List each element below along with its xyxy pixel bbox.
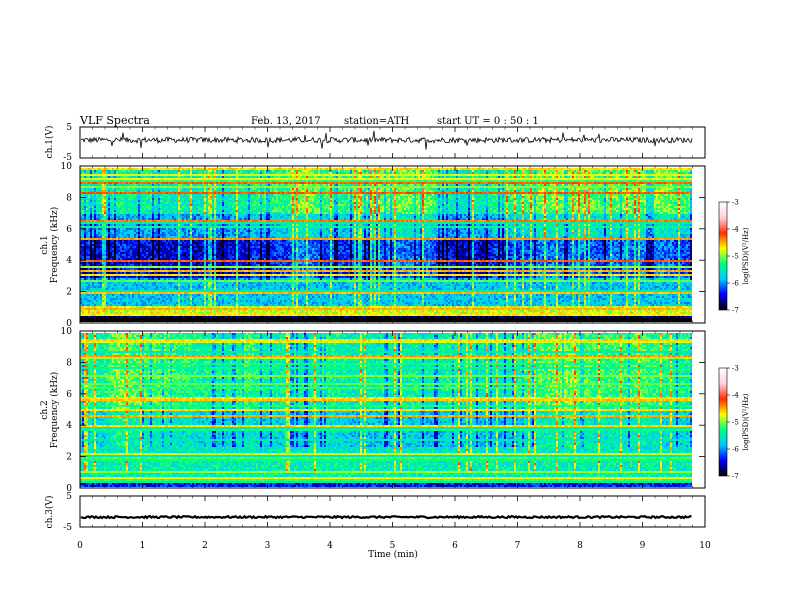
ch1-colorbar	[719, 202, 727, 310]
x-tick-label: 3	[265, 541, 271, 551]
ch1-ytick-bottom: -5	[63, 153, 72, 163]
ch1-colorbar-ticks: -3 -4 -5 -6 -7	[727, 199, 739, 315]
x-tick-label: 0	[77, 541, 83, 551]
x-tick-label: 5	[390, 541, 396, 551]
colorbar-tick-label: -4	[732, 392, 739, 400]
x-tick-label: 9	[640, 541, 646, 551]
figure-start-time: start UT = 0 : 50 : 1	[437, 116, 539, 127]
frequency-tick-label: 8	[66, 193, 72, 203]
colorbar-tick-label: -6	[732, 280, 739, 288]
x-tick-label: 8	[577, 541, 583, 551]
time-axis-label: Time (min)	[368, 549, 418, 560]
ch2-frequency-label: Frequency (kHz)	[49, 372, 60, 449]
ch3-ytick-bottom: -5	[63, 523, 72, 533]
ch2-spectrogram-yticks: 0 2 4 6 8 10	[61, 327, 705, 494]
x-tick-label: 2	[202, 541, 208, 551]
x-tick-label: 4	[327, 541, 333, 551]
ch1-spectrogram-frame	[79, 165, 706, 324]
ch3-ytick-top: 5	[66, 492, 72, 502]
ch2-colorbar-label: log(PSD)(V²/Hz)	[742, 393, 750, 450]
frequency-tick-label: 10	[61, 162, 73, 172]
frequency-tick-label: 2	[66, 288, 72, 298]
colorbar-tick-label: -3	[732, 199, 739, 207]
x-tick-label: 7	[515, 541, 521, 551]
frequency-tick-label: 0	[66, 484, 72, 494]
ch3-waveform-line	[80, 514, 692, 520]
ch1-spectrogram	[80, 168, 692, 322]
frequency-tick-label: 2	[66, 453, 72, 463]
ch2-colorbar	[719, 368, 727, 476]
ch3-waveform-ylabel: ch.3(V)	[44, 496, 55, 529]
colorbar-tick-label: -4	[732, 226, 739, 234]
frequency-tick-label: 8	[66, 358, 72, 368]
ch1-frequency-label: Frequency (kHz)	[49, 207, 60, 284]
frequency-tick-label: 6	[66, 390, 72, 400]
colorbar-tick-label: -7	[732, 307, 739, 315]
frequency-tick-label: 4	[66, 256, 72, 266]
frequency-tick-label: 10	[61, 327, 73, 337]
ch2-spectrogram-frame	[79, 330, 706, 489]
ch1-channel-label: ch.1	[40, 235, 50, 254]
figure-date: Feb. 13, 2017	[251, 116, 321, 127]
time-axis-ticks: 0 1 2 3 4 5 6 7 8 9 10	[77, 127, 711, 551]
ch1-spectrogram-yticks: 0 2 4 6 8 10	[61, 162, 705, 329]
colorbar-tick-label: -7	[732, 473, 739, 481]
ch2-channel-label: ch.2	[40, 400, 50, 419]
frequency-tick-label: 6	[66, 225, 72, 235]
ch1-waveform-ylabel: ch.1(V)	[44, 126, 55, 159]
colorbar-tick-label: -5	[732, 419, 739, 427]
colorbar-tick-label: -6	[732, 446, 739, 454]
ch2-spectrogram	[80, 333, 692, 487]
x-tick-label: 6	[452, 541, 458, 551]
ch1-ytick-top: 5	[66, 123, 72, 133]
colorbar-tick-label: -5	[732, 253, 739, 261]
figure-station: station=ATH	[344, 116, 410, 127]
ch1-colorbar-frame	[718, 201, 728, 311]
x-tick-label: 10	[699, 541, 711, 551]
ch2-colorbar-frame	[718, 367, 728, 477]
ch1-waveform-line	[80, 130, 693, 150]
frequency-tick-label: 0	[66, 319, 72, 329]
figure-title: VLF Spectra	[79, 114, 150, 127]
frequency-tick-label: 4	[66, 421, 72, 431]
ch1-colorbar-label: log(PSD)(V²/Hz)	[742, 227, 750, 284]
ch2-colorbar-ticks: -3 -4 -5 -6 -7	[727, 365, 739, 481]
colorbar-tick-label: -3	[732, 365, 739, 373]
x-tick-label: 1	[140, 541, 146, 551]
